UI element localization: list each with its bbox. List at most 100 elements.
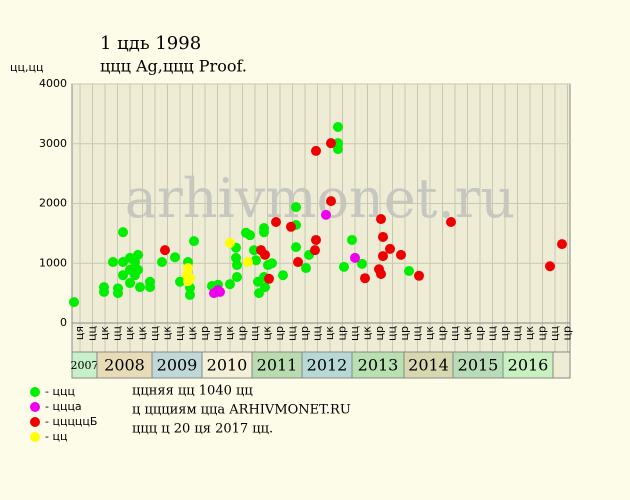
x-tick-label: цр bbox=[373, 326, 386, 340]
point bbox=[286, 221, 296, 232]
point bbox=[545, 261, 555, 272]
year-band bbox=[301, 351, 353, 379]
x-tick-label: цк bbox=[123, 326, 136, 340]
note: ц ццциям цца ARHIVMONET.RU bbox=[132, 403, 351, 418]
point bbox=[69, 297, 79, 308]
x-tick-label: цц bbox=[348, 326, 361, 341]
point bbox=[145, 282, 155, 293]
point bbox=[321, 209, 331, 220]
x-tick-label: цк bbox=[361, 326, 374, 340]
y-tick-label: 4000 bbox=[39, 77, 67, 90]
y-label: цц,цц bbox=[10, 61, 43, 74]
x-tick-label: цр bbox=[561, 326, 574, 340]
x-tick-label: цк bbox=[98, 326, 111, 340]
legend-label: - ццц bbox=[45, 385, 75, 398]
x-tick-label: цр bbox=[198, 326, 211, 340]
point bbox=[170, 252, 180, 263]
year-band bbox=[151, 351, 203, 379]
x-tick-label: цр bbox=[498, 326, 511, 340]
x-tick-label: цр bbox=[273, 326, 286, 340]
x-tick-label: цр bbox=[298, 326, 311, 340]
x-tick-label: цк bbox=[323, 326, 336, 340]
year-band bbox=[201, 351, 253, 379]
x-tick-label: цц bbox=[311, 326, 324, 341]
point bbox=[557, 239, 567, 250]
legend-label: - цццa bbox=[45, 400, 82, 413]
point bbox=[260, 249, 270, 260]
legend-marker bbox=[30, 387, 40, 397]
year-label: 2013 bbox=[358, 356, 399, 375]
point bbox=[376, 269, 386, 280]
year-band bbox=[502, 351, 554, 379]
x-tick-label: цр bbox=[398, 326, 411, 340]
x-tick-label: цр bbox=[436, 326, 449, 340]
point bbox=[347, 234, 357, 245]
note: ццц ц 20 ця 2017 цц. bbox=[132, 422, 273, 437]
point bbox=[135, 282, 145, 293]
point bbox=[385, 243, 395, 254]
point bbox=[260, 282, 270, 293]
x-tick-label: цк bbox=[186, 326, 199, 340]
point bbox=[125, 277, 135, 288]
year-label: 2011 bbox=[257, 356, 298, 375]
x-tick-label: цк bbox=[223, 326, 236, 340]
point bbox=[278, 270, 288, 281]
point bbox=[160, 245, 170, 256]
legend-label: - цц bbox=[45, 430, 67, 443]
point bbox=[326, 138, 336, 149]
point bbox=[311, 234, 321, 245]
year-band bbox=[71, 351, 98, 379]
x-tick-label: цц bbox=[148, 326, 161, 341]
point bbox=[310, 245, 320, 256]
legend-marker bbox=[30, 432, 40, 442]
x-tick-label: цк bbox=[461, 326, 474, 340]
point bbox=[215, 286, 225, 297]
point bbox=[113, 288, 123, 299]
x-tick-label: цр bbox=[236, 326, 249, 340]
year-label: 2009 bbox=[157, 356, 198, 375]
point bbox=[99, 286, 109, 297]
x-tick-label: цк bbox=[161, 326, 174, 340]
x-tick-label: цц bbox=[411, 326, 424, 341]
point bbox=[259, 222, 269, 233]
point bbox=[182, 270, 192, 281]
y-tick-label: 3000 bbox=[39, 137, 67, 150]
x-tick-label: ця bbox=[73, 326, 86, 340]
point bbox=[291, 242, 301, 253]
year-band bbox=[351, 351, 405, 379]
watermark: arhivmonet.ru bbox=[125, 167, 515, 230]
x-tick-label: цц bbox=[448, 326, 461, 341]
point bbox=[301, 263, 311, 274]
point bbox=[396, 249, 406, 260]
legend-label: - цццццБ bbox=[45, 415, 97, 428]
x-tick-label: цк bbox=[423, 326, 436, 340]
point bbox=[350, 252, 360, 263]
point bbox=[249, 245, 259, 256]
x-tick-label: цц bbox=[211, 326, 224, 341]
point bbox=[185, 289, 195, 300]
point bbox=[414, 270, 424, 281]
year-label: 2010 bbox=[207, 356, 248, 375]
point bbox=[291, 202, 301, 213]
x-tick-label: цк bbox=[136, 326, 149, 340]
chart-subtitle: ццц Ag,ццц Proof. bbox=[100, 57, 247, 76]
year-label: 2012 bbox=[307, 356, 348, 375]
x-tick-label: цц bbox=[86, 326, 99, 341]
year-label: 2007 bbox=[71, 359, 99, 372]
x-tick-label: цц bbox=[386, 326, 399, 341]
point bbox=[251, 255, 261, 266]
point bbox=[175, 276, 185, 287]
y-tick-label: 1000 bbox=[39, 256, 67, 269]
point bbox=[243, 257, 253, 268]
y-tick-label: 0 bbox=[60, 316, 67, 329]
x-tick-label: цц bbox=[111, 326, 124, 341]
point bbox=[133, 264, 143, 275]
x-tick-label: цр bbox=[336, 326, 349, 340]
point bbox=[133, 249, 143, 260]
year-band bbox=[403, 351, 454, 379]
point bbox=[378, 251, 388, 262]
point bbox=[118, 270, 128, 281]
legend-marker bbox=[30, 402, 40, 412]
